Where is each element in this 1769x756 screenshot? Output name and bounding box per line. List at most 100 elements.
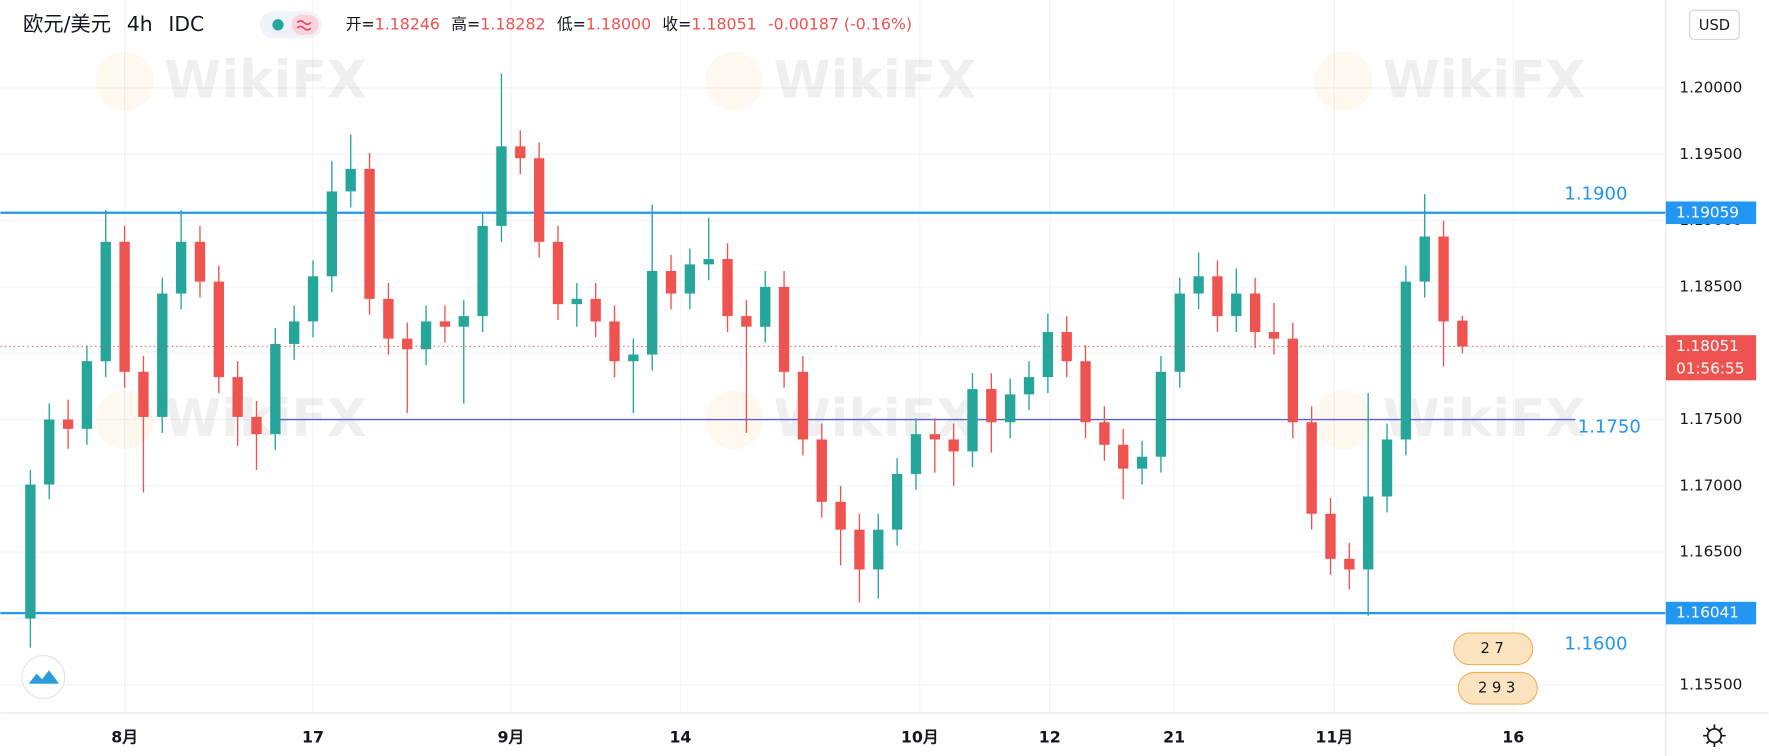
candle-body: [891, 473, 903, 530]
candle-body: [1212, 276, 1223, 317]
candle-body: [722, 259, 733, 317]
candle-body: [1287, 338, 1298, 423]
price-tag-bg: [1665, 601, 1757, 625]
candle-body: [986, 389, 997, 423]
candle-body: [1231, 293, 1242, 317]
candle-body: [477, 225, 488, 317]
candle-body: [1080, 361, 1091, 423]
header-text: -0.00187 (-0.16%): [768, 14, 912, 33]
plot: 1.1900 1.1600 1.1750 2 7 2 9 3: [0, 73, 1666, 705]
candle-body: [1363, 496, 1374, 570]
header-text: 1.18051: [691, 14, 756, 33]
candle-body: [1400, 281, 1412, 440]
candle-body: [797, 371, 809, 440]
currency-button[interactable]: [1689, 9, 1740, 41]
candle-body: [665, 271, 677, 294]
y-tick-label: 1.17000: [1679, 476, 1742, 494]
candle-body: [62, 419, 74, 429]
candle-body: [1099, 422, 1110, 445]
candle-body: [25, 484, 36, 619]
candle-body: [44, 419, 55, 485]
logo-button[interactable]: [21, 655, 66, 700]
event-badge: 2 7: [1480, 640, 1503, 657]
candle-body: [496, 146, 507, 226]
candle-body: [157, 293, 168, 417]
header-text: IDC: [168, 12, 204, 36]
candle-body: [1325, 513, 1336, 559]
watermark-logo: [95, 51, 154, 111]
price-tag: 1.18051: [1676, 337, 1739, 355]
watermark: WikiFX: [773, 50, 976, 110]
price-tag: 1.19059: [1676, 203, 1739, 221]
price-line-note: 1.1750: [1578, 416, 1641, 437]
candle-body: [251, 416, 262, 435]
header-text: 低=: [557, 14, 586, 33]
candle-body: [741, 316, 752, 327]
x-tick-label: 9月: [497, 727, 524, 746]
candle-body: [609, 321, 620, 362]
candle-body: [778, 286, 790, 372]
candle-body: [1306, 422, 1317, 514]
header-text: 开=: [346, 14, 375, 33]
toggle-wave[interactable]: [291, 14, 319, 35]
candle-body: [1042, 332, 1054, 378]
candle-body: [439, 321, 451, 327]
candle-body: [307, 276, 319, 322]
price-tag: 1.16041: [1676, 604, 1739, 622]
candle-body: [175, 241, 187, 294]
header-text: 1.18246: [375, 14, 440, 33]
candle-body: [420, 321, 432, 350]
candle-body: [1155, 371, 1167, 457]
watermark: WikiFX: [164, 50, 367, 110]
price-tag-bg: [1665, 201, 1757, 225]
x-tick-label: 16: [1502, 727, 1524, 746]
y-tick-label: 1.17500: [1679, 410, 1742, 428]
candle-body: [1438, 236, 1449, 322]
price-tags: 1.19059 1.16041 1.18051 01:56:55: [1665, 201, 1757, 625]
candle-body: [1268, 332, 1280, 339]
candle-body: [929, 434, 940, 440]
candle-body: [1344, 558, 1355, 570]
candle-body: [967, 389, 978, 452]
candle-body: [571, 298, 582, 305]
candle-body: [1136, 456, 1148, 469]
candle-body: [138, 371, 149, 417]
candle-body: [402, 338, 413, 350]
candle-body: [1419, 236, 1430, 282]
logo-icon: [28, 670, 60, 684]
price-line-note: 1.1600: [1564, 634, 1627, 655]
candle-body: [213, 281, 224, 378]
candle-body: [119, 241, 130, 372]
candle-body: [288, 321, 300, 344]
candle-body: [1023, 377, 1035, 395]
candle-body: [910, 434, 922, 474]
countdown: 01:56:55: [1676, 360, 1744, 378]
event-badge-bg: [1457, 671, 1538, 705]
candle-body: [383, 298, 394, 339]
candle-body: [1249, 293, 1261, 333]
settings-icon[interactable]: [1703, 724, 1726, 747]
header-text: 1.18000: [586, 14, 651, 33]
candle-body: [345, 168, 356, 192]
x-tick-label: 11月: [1315, 727, 1353, 746]
candle-body: [552, 241, 564, 305]
candle-body: [646, 271, 658, 355]
candle-body: [684, 264, 696, 294]
candle-body: [854, 529, 865, 570]
x-tick-label: 10月: [901, 727, 939, 746]
candle-body: [232, 377, 243, 417]
y-tick-label: 1.19500: [1679, 145, 1742, 163]
price-line-note: 1.1900: [1564, 184, 1627, 205]
currency: USD: [1699, 17, 1730, 34]
y-tick-label: 1.18500: [1679, 277, 1742, 295]
candle-body: [1005, 394, 1016, 423]
header-text: 1.18282: [480, 14, 545, 33]
event-badge-bg: [1453, 632, 1534, 666]
candle-body: [364, 168, 375, 299]
y-tick-label: 1.20000: [1679, 78, 1742, 96]
header: 欧元/美元 4h IDC 开= 1.18246 高= 1.18282 低= 1.18000 收= 1…: [23, 11, 912, 39]
header-text: 欧元/美元: [23, 12, 111, 36]
